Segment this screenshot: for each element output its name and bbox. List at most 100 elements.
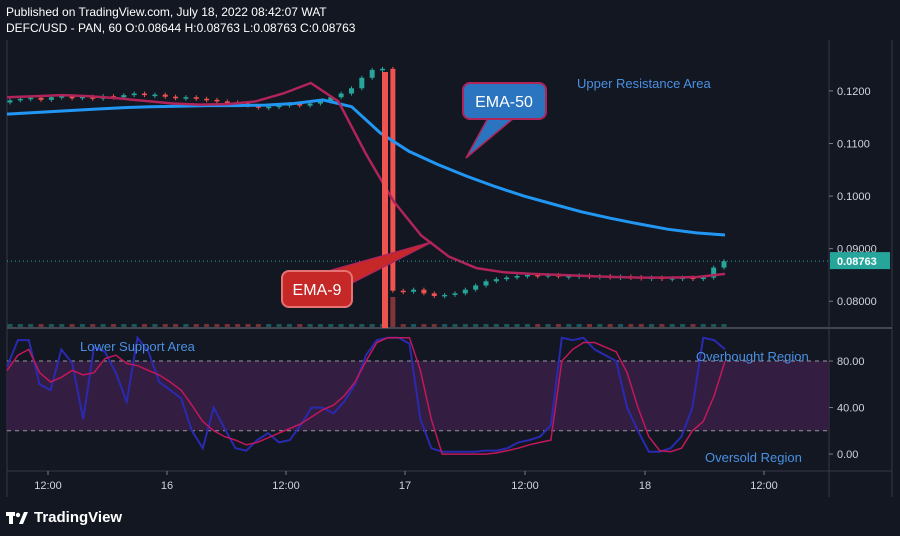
ema9-callout [281, 270, 353, 308]
volume-bar [245, 324, 251, 327]
volume-bar [566, 324, 572, 327]
volume-bar [504, 324, 510, 327]
candle [173, 96, 179, 99]
last-price-label: 0.08763 [837, 256, 877, 268]
volume-bar [48, 324, 54, 327]
volume-bar [359, 324, 365, 327]
volume-bar [338, 324, 344, 327]
volume-bar [680, 324, 686, 327]
candle [514, 275, 520, 278]
ema50-callout [462, 82, 547, 120]
candle [369, 69, 375, 78]
candle [183, 97, 189, 99]
osc-tick-label: 40.00 [837, 403, 865, 415]
volume-bar [607, 324, 613, 327]
candle [473, 285, 479, 290]
ema50-callout-label: EMA-50 [475, 94, 533, 111]
volume-bar [204, 324, 210, 327]
candle [380, 68, 386, 71]
osc-tick-label: 0.00 [837, 449, 858, 461]
volume-bar [38, 324, 44, 327]
candle [204, 98, 210, 101]
volume-bar [28, 324, 34, 327]
ohlc-key: O: [125, 21, 138, 35]
ohlc-values: O:0.08644 H:0.08763 L:0.08763 C:0.08763 [125, 21, 355, 35]
volume-bar [348, 324, 354, 327]
volume-bar [328, 324, 334, 327]
volume-bar [618, 324, 624, 327]
volume-bar [638, 324, 644, 327]
candle [421, 289, 427, 294]
volume-bar [649, 324, 655, 327]
volume-bar [214, 324, 220, 327]
symbol-ohlc-line: DEFC/USD - PAN, 60 O:0.08644 H:0.08763 L… [6, 21, 355, 35]
volume-bar [721, 324, 727, 327]
ohlc-item: 0.08763 [253, 21, 297, 35]
volume-bar [69, 324, 75, 327]
candle [669, 278, 675, 280]
volume-bar [131, 324, 137, 327]
ohlc-key: C: [300, 21, 313, 35]
volume-bar [162, 324, 168, 327]
candle [162, 94, 168, 97]
candle [79, 96, 85, 99]
last-price-tag [830, 252, 890, 270]
volume-bar [297, 324, 303, 327]
ohlc-item: 0.08644 [137, 21, 182, 35]
candle [483, 281, 489, 286]
ohlc-key: L: [243, 21, 254, 35]
volume-bar [711, 324, 717, 327]
volume-bar [462, 324, 468, 327]
ohlc-item: 0.08763 [196, 21, 240, 35]
time-tick-label: 12:00 [750, 480, 778, 492]
lower-support-label: Lower Support Area [80, 339, 196, 354]
volume-bar [524, 324, 530, 327]
volume-bar [514, 324, 520, 327]
volume-bar [193, 324, 199, 327]
volume-bar [452, 324, 458, 327]
candle [307, 103, 313, 106]
volume-bar [586, 324, 592, 327]
candle [90, 96, 96, 99]
volume-bar [276, 324, 282, 327]
candle [390, 68, 396, 291]
time-tick-label: 12:00 [34, 480, 62, 492]
volume-bar [555, 324, 561, 327]
candle [69, 96, 75, 99]
volume-bar [628, 324, 634, 327]
volume-bar [369, 324, 375, 327]
volume-bar [100, 324, 106, 327]
published-info: Published on TradingView.com, July 18, 2… [6, 5, 327, 19]
oversold-region-label: Oversold Region [705, 450, 802, 465]
candle [359, 77, 365, 89]
volume-bar [255, 324, 261, 327]
candle [317, 101, 323, 104]
candle [524, 274, 530, 277]
tradingview-logo-icon [6, 511, 28, 524]
volume-bar [266, 324, 272, 327]
price-tick-label: 0.08000 [837, 296, 877, 308]
time-tick-label: 12:00 [511, 480, 539, 492]
ema9-line [6, 81, 726, 279]
time-tick-label: 12:00 [272, 480, 300, 492]
volume-bar [286, 324, 292, 327]
volume-bar [121, 324, 127, 327]
volume-bar [690, 324, 696, 327]
candle [700, 277, 706, 280]
volume-bar [576, 324, 582, 327]
volume-bar [235, 324, 241, 327]
symbol-label: DEFC/USD - PAN, 60 [6, 21, 122, 35]
candle [48, 97, 54, 100]
volume-bar [90, 324, 96, 327]
volume-bar [493, 324, 499, 327]
candle [193, 97, 199, 99]
volume-bar [152, 324, 158, 327]
footer-brand[interactable]: TradingView [6, 509, 122, 526]
volume-bar [483, 324, 489, 327]
candle [7, 100, 13, 103]
volume-bar [110, 324, 116, 327]
volume-bar [79, 324, 85, 327]
candle [266, 106, 272, 109]
candle [411, 289, 417, 292]
